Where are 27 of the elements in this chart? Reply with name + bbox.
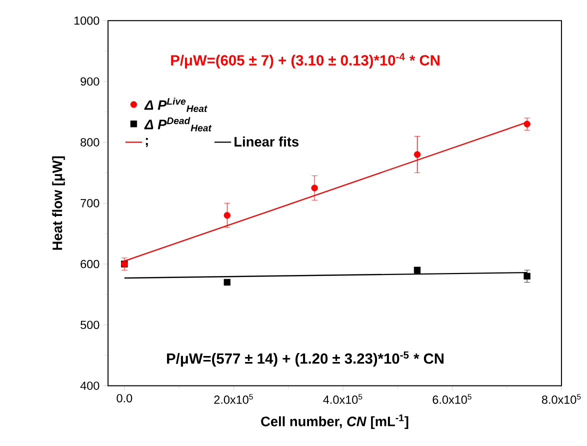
- x-tick-label: 0.0: [116, 394, 132, 403]
- x-tick-label: 4.0x10$^{5}$: [323, 394, 362, 404]
- point: [224, 279, 230, 286]
- y-tick-label: 700: [80, 199, 100, 208]
- x-axis-title: Cell number, CN [mL$^{-1}$]: [261, 414, 408, 430]
- y-tick-label: 600: [80, 260, 100, 268]
- x-tick-label: 6.0x10$^{5}$: [432, 394, 472, 404]
- point: [414, 266, 421, 274]
- point: [414, 151, 421, 158]
- legend-label: Δ P$^{Live}$Heat: [144, 98, 208, 112]
- legend-label: ;: [146, 138, 148, 148]
- x-tick-label: 2.0x10$^{5}$: [214, 394, 253, 404]
- y-tick-label: 900: [80, 78, 100, 86]
- y-tick-label: 800: [80, 138, 100, 147]
- point: [224, 212, 230, 219]
- point: [524, 120, 530, 128]
- legend-label: Linear fits: [234, 136, 299, 147]
- y-tick-label: 400: [80, 382, 100, 390]
- annotation: P/μW=(577 ± 14) + (1.20 ± 3.23)*10$^{-5}$ * CN: [167, 352, 444, 367]
- point: [311, 184, 318, 192]
- point: [524, 273, 530, 280]
- y-tick-label: 500: [80, 320, 100, 330]
- y-axis-title: Heat flow [μW]: [52, 156, 65, 250]
- x-tick-label: 8.0x10$^{5}$: [542, 394, 581, 404]
- annotation: P/μW=(605 ± 7) + (3.10 ± 0.13)*10$^{-4}$ * CN: [171, 53, 440, 69]
- y-tick-label: 1000: [74, 16, 100, 25]
- legend-label: Δ P$^{Dead}$Heat: [144, 117, 212, 132]
